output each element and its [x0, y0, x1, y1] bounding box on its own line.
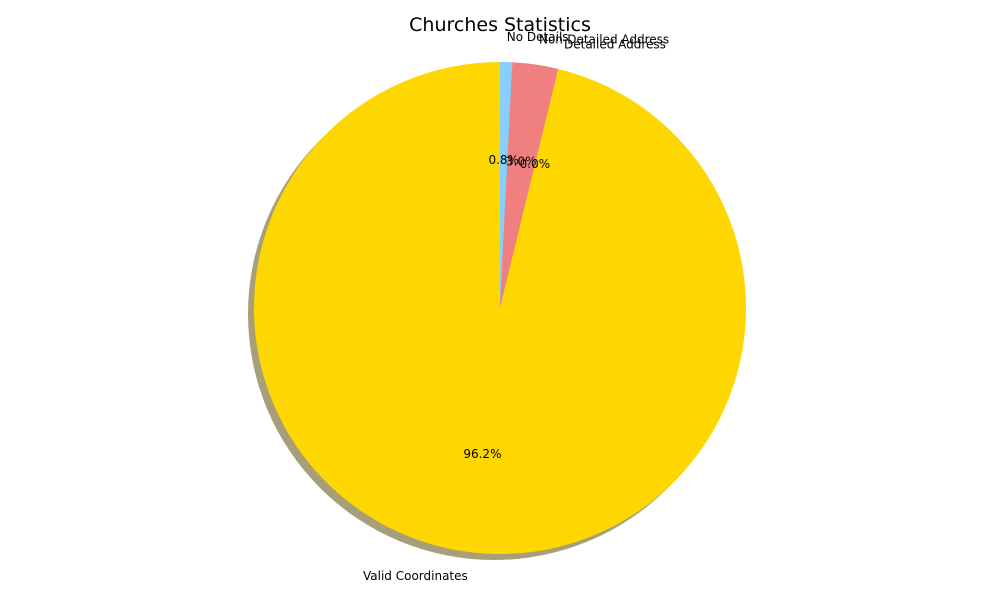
slice-label-detailed-address: Detailed Address [564, 38, 666, 52]
slice-percent-no-details: 0.8% [488, 153, 519, 167]
pie-percent-labels-layer: 0.8%3.0%0.0% 96.2% [463, 153, 550, 461]
slice-percent-detailed-address: 0.0% [520, 157, 551, 171]
slice-label-no-details: No Details [507, 30, 569, 44]
pie-slice-no-details [500, 62, 513, 308]
slice-label-non-detailed-address: Non-Detailed Address [539, 33, 669, 47]
pie-slice-non-detailed-address [500, 62, 559, 309]
slice-label-valid-coordinates: Valid Coordinates [363, 569, 468, 583]
slice-percent-valid-coordinates: 96.2% [463, 447, 501, 461]
pie-slice-valid-coordinates [254, 62, 746, 554]
pie-slices-layer [254, 62, 746, 554]
slice-percent-non-detailed-address: 3.0% [506, 154, 537, 168]
chart-title: Churches Statistics [409, 14, 591, 36]
